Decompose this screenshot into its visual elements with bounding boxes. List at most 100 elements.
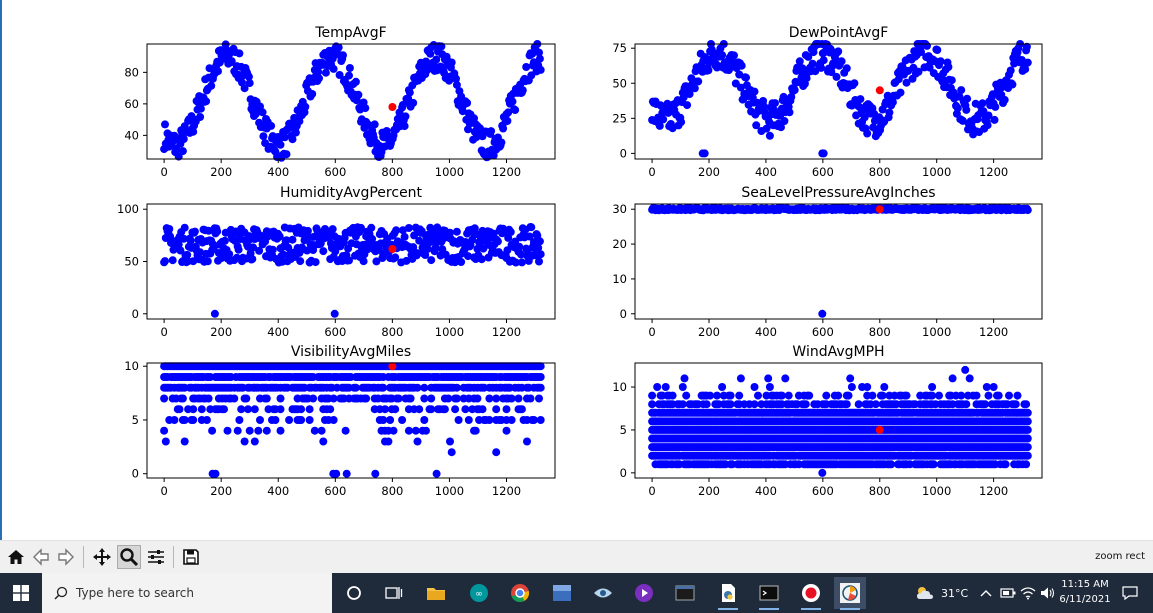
data-point — [308, 90, 317, 98]
data-point — [678, 383, 687, 391]
data-point — [518, 86, 527, 95]
arduino-icon[interactable]: ∞ — [463, 577, 495, 609]
data-point — [834, 47, 843, 56]
data-point — [405, 88, 414, 97]
data-point — [868, 391, 877, 400]
data-point — [781, 374, 790, 383]
record-icon[interactable] — [795, 577, 827, 610]
data-point — [497, 138, 506, 147]
data-point — [485, 416, 494, 424]
data-point — [176, 246, 185, 255]
data-point — [370, 120, 379, 129]
system-clock[interactable]: 11:15 AM 6/11/2021 — [1055, 577, 1115, 607]
data-point — [817, 63, 826, 72]
home-icon[interactable] — [4, 545, 28, 569]
data-point — [394, 394, 403, 403]
data-point — [750, 383, 759, 391]
scatter-points — [648, 204, 1032, 318]
x-tick-label: 0 — [648, 484, 655, 498]
data-point — [754, 391, 762, 400]
data-point — [917, 48, 925, 56]
data-point — [785, 108, 794, 117]
subplot-title: SeaLevelPressureAvgInches — [741, 185, 935, 201]
data-point — [736, 83, 745, 92]
data-point — [489, 151, 498, 160]
wifi-icon[interactable] — [1020, 573, 1036, 613]
data-point — [819, 56, 828, 65]
data-point — [502, 405, 511, 414]
data-point — [345, 64, 354, 72]
data-point — [386, 416, 395, 424]
x-tick-label: 600 — [812, 325, 834, 339]
data-point — [335, 71, 344, 79]
battery-icon[interactable] — [1000, 573, 1016, 613]
chrome-icon[interactable] — [504, 577, 536, 609]
media-app-icon[interactable] — [628, 577, 660, 609]
chevron-up-icon[interactable] — [980, 573, 992, 613]
data-point — [844, 391, 853, 400]
highlight-point — [875, 425, 884, 434]
task-view-icon[interactable] — [378, 577, 410, 609]
data-point — [1013, 391, 1022, 400]
pan-icon[interactable] — [90, 545, 114, 569]
data-point — [329, 394, 338, 403]
file-explorer-icon[interactable] — [420, 577, 452, 609]
x-tick-label: 800 — [869, 484, 891, 498]
back-arrow-icon[interactable] — [29, 545, 53, 569]
data-point — [529, 416, 538, 424]
x-tick-label: 600 — [324, 484, 346, 498]
data-point — [404, 224, 413, 232]
taskbar-search-input[interactable]: Type here to search — [42, 573, 332, 613]
data-point — [391, 405, 400, 414]
y-tick-label: 50 — [124, 255, 139, 269]
terminal-app-icon[interactable] — [669, 577, 701, 609]
save-icon[interactable] — [179, 545, 203, 569]
data-point — [1023, 443, 1032, 452]
eye-app-icon[interactable] — [587, 577, 619, 609]
zoom-icon[interactable] — [117, 545, 141, 569]
data-point — [240, 84, 249, 93]
data-point — [420, 394, 429, 403]
data-point — [847, 383, 856, 391]
data-point — [685, 90, 694, 98]
data-point — [379, 383, 388, 392]
data-point — [529, 238, 538, 247]
data-point — [457, 258, 466, 266]
data-point — [707, 45, 716, 54]
data-point — [452, 383, 461, 392]
data-point — [777, 123, 785, 132]
console-icon[interactable] — [753, 577, 785, 610]
devcpp-icon[interactable] — [546, 577, 578, 609]
data-point — [271, 416, 280, 424]
data-point — [362, 394, 371, 403]
forward-arrow-icon[interactable] — [54, 545, 78, 569]
data-point — [535, 257, 543, 266]
volume-icon[interactable] — [1040, 573, 1056, 613]
scatter-points — [160, 362, 545, 478]
x-tick-label: 1200 — [979, 165, 1008, 179]
data-point — [400, 232, 409, 241]
python-file-icon[interactable] — [712, 577, 744, 610]
data-point — [1000, 95, 1009, 104]
scatter-points — [160, 223, 545, 318]
data-point — [957, 86, 966, 95]
data-point — [161, 257, 169, 266]
weather-widget[interactable]: 31°C — [914, 573, 968, 613]
data-point — [244, 72, 253, 81]
subplot-5: WindAvgMPH 0 200 400 600 800 1000 1200 0 5 10 — [612, 344, 1043, 498]
data-point — [180, 223, 189, 232]
data-point — [834, 391, 843, 400]
matplotlib-figure-icon[interactable] — [834, 577, 866, 610]
x-tick-label: 1000 — [922, 165, 951, 179]
data-point — [329, 416, 338, 424]
x-tick-label: 0 — [160, 325, 167, 339]
windows-start-icon[interactable] — [0, 573, 42, 613]
data-point — [473, 394, 482, 403]
data-point — [330, 309, 339, 318]
notification-icon[interactable] — [1122, 573, 1138, 613]
cortana-icon[interactable] — [338, 577, 370, 609]
data-point — [885, 108, 894, 117]
configure-subplots-icon[interactable] — [144, 545, 168, 569]
data-point — [525, 232, 534, 241]
